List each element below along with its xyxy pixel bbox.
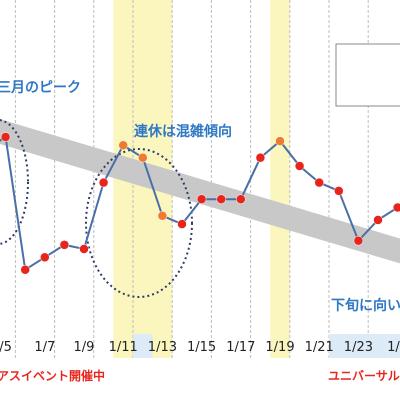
trend-band-shape: [0, 119, 400, 264]
date-highlight-2: [348, 334, 369, 358]
data-point-1-25: [392, 202, 400, 213]
x-tick-label-6: 1/17: [226, 340, 255, 355]
x-tick-label-9: 1/23: [344, 340, 373, 355]
event-label-right: ユニバーサル: [328, 369, 400, 383]
date-highlight-3: [368, 334, 388, 358]
data-point-1-21: [314, 177, 324, 188]
x-tick-label-1: 1/7: [34, 340, 55, 355]
holiday-ellipse: [85, 148, 193, 298]
x-tick-label-3: 1/11: [109, 340, 138, 355]
x-tick-label-10: 1/2: [387, 340, 400, 355]
peak-ellipse: [0, 119, 29, 245]
data-point-1-17: [236, 194, 246, 204]
series-polyline: [0, 135, 399, 272]
data-point-1-5: [0, 132, 11, 142]
data-point-1-16: [216, 194, 226, 204]
data-point-1-6: [20, 265, 30, 275]
annotation-late-month: 下旬に向い: [331, 297, 400, 314]
data-point-1-14: [177, 219, 187, 229]
data-point-1-8: [59, 240, 70, 250]
trend-band: [0, 119, 400, 264]
x-tick-labels: /5 1/7 1/9 1/11 1/13 1/15 1/17 1/19 1/21 1/23 1/2: [0, 340, 400, 355]
data-point-1-23: [353, 235, 364, 246]
data-point-1-11: [118, 140, 128, 150]
x-tick-label-8: 1/21: [305, 340, 334, 355]
data-point-1-15: [196, 194, 207, 204]
data-point-1-9: [79, 244, 89, 254]
annotation-holiday: 連休は混雑傾向: [134, 123, 232, 140]
series-line: [0, 135, 399, 272]
x-tick-label-7: 1/19: [265, 340, 294, 355]
annotation-peak: 三月のピーク: [0, 80, 81, 96]
data-point-1-24: [373, 215, 383, 225]
x-tick-label-5: 1/15: [187, 340, 216, 355]
shaded-period-2: [270, 0, 290, 358]
data-point-1-22: [334, 186, 344, 196]
date-highlights: [133, 334, 400, 358]
event-label-left: アスイベント開催中: [0, 368, 105, 383]
data-point-1-19: [275, 136, 285, 146]
data-point-1-20: [294, 161, 305, 171]
data-point-1-18: [255, 152, 266, 163]
x-tick-label-2: 1/9: [74, 340, 95, 355]
date-highlight-0: [133, 334, 153, 358]
legend-box: [335, 43, 400, 107]
data-point-1-7: [40, 252, 50, 263]
x-tick-label-0: /5: [0, 340, 12, 355]
data-point-1-12: [138, 152, 148, 163]
series-points: [0, 132, 400, 275]
highlight-ellipses: [0, 119, 193, 298]
x-tick-label-4: 1/13: [148, 340, 177, 355]
data-point-1-10: [98, 177, 109, 188]
data-point-1-13: [157, 211, 168, 221]
date-highlight-4: [387, 334, 400, 358]
date-highlight-1: [329, 334, 349, 358]
